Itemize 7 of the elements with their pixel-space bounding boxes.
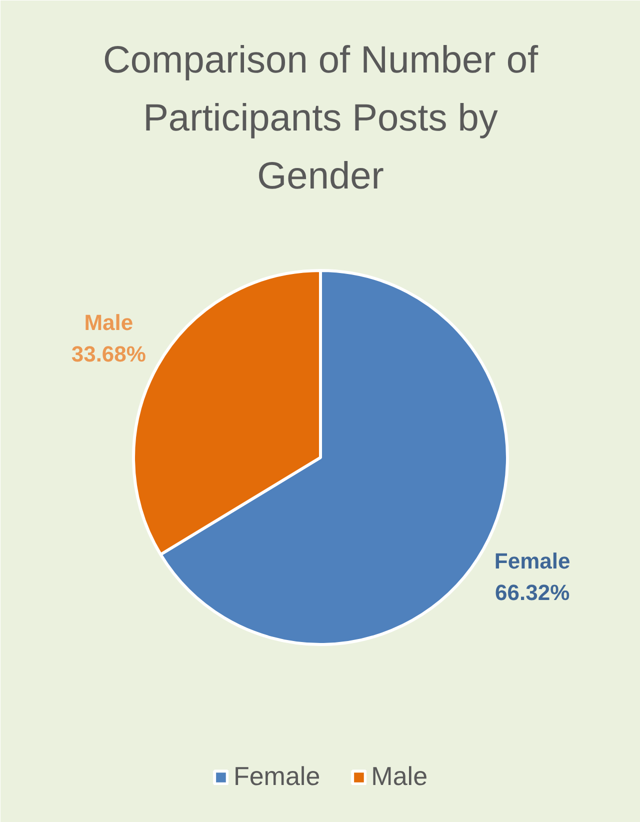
- legend-label: Female: [233, 761, 320, 792]
- data-label: 66.32%: [495, 580, 570, 605]
- slice-label: Male: [84, 310, 134, 336]
- data-label: 33.68%: [71, 341, 146, 366]
- chart-title: Comparison of Number of Participants Posts by Gender: [102, 40, 538, 198]
- slice-label: Female: [494, 548, 570, 574]
- legend-label: Male: [371, 761, 428, 792]
